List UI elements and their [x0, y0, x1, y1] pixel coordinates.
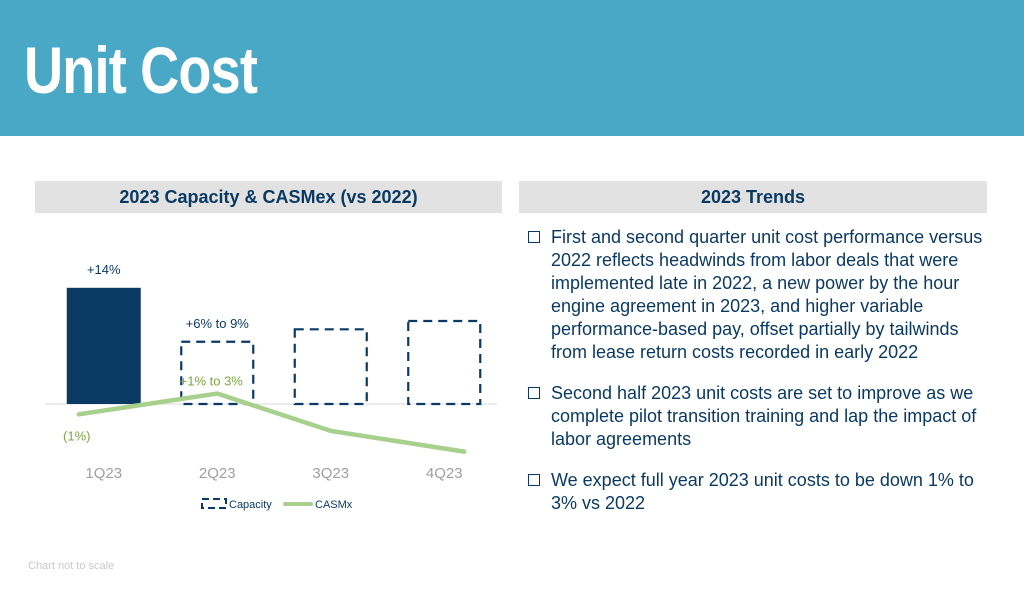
checkbox-bullet-icon: [528, 231, 540, 243]
casmx-line: [76, 391, 467, 454]
checkbox-bullet-icon: [528, 474, 540, 486]
trends-panel-header: 2023 Trends: [519, 181, 987, 213]
trend-bullet-text: We expect full year 2023 unit costs to b…: [551, 470, 974, 513]
casmx-data-label: +1% to 3%: [180, 374, 244, 389]
capacity-casm-chart: +14% 1Q23 +6% to 9% 2Q23 3Q23 4Q23 (1%) +1% to …: [45, 262, 497, 511]
capacity-data-label: +6% to 9%: [186, 316, 250, 331]
x-tick-label: 1Q23: [85, 465, 122, 482]
chart-footnote: Chart not to scale: [28, 560, 115, 572]
capacity-bar: [66, 287, 141, 404]
trend-bullet-text: Second half 2023 unit costs are set to i…: [551, 383, 977, 449]
legend-capacity-label: Capacity: [229, 499, 272, 511]
chart-panel-header: 2023 Capacity & CASMex (vs 2022): [35, 181, 502, 213]
casmx-point: [215, 392, 219, 396]
checkbox-bullet-icon: [528, 387, 540, 399]
casmx-point: [77, 412, 81, 416]
trend-bullet: First and second quarter unit cost perfo…: [527, 226, 987, 364]
casmx-data-label: (1%): [63, 428, 90, 443]
x-tick-label: 3Q23: [312, 465, 349, 482]
legend-casmx-label: CASMx: [315, 499, 353, 511]
capacity-data-label: +14%: [87, 262, 121, 277]
casmx-point: [462, 450, 466, 454]
x-tick-label: 4Q23: [426, 465, 463, 482]
legend-capacity-swatch: [201, 498, 227, 509]
casmx-point: [329, 429, 333, 433]
trend-bullet-text: First and second quarter unit cost perfo…: [551, 227, 983, 362]
title-banner: Unit Cost: [0, 0, 1024, 136]
capacity-bar: [407, 319, 482, 406]
trend-bullet: We expect full year 2023 unit costs to b…: [527, 469, 987, 515]
trends-list: First and second quarter unit cost perfo…: [527, 226, 987, 533]
capacity-bar: [180, 340, 255, 406]
capacity-bar: [293, 328, 368, 406]
x-tick-label: 2Q23: [199, 465, 236, 482]
page-title: Unit Cost: [24, 33, 258, 107]
trend-bullet: Second half 2023 unit costs are set to i…: [527, 382, 987, 451]
